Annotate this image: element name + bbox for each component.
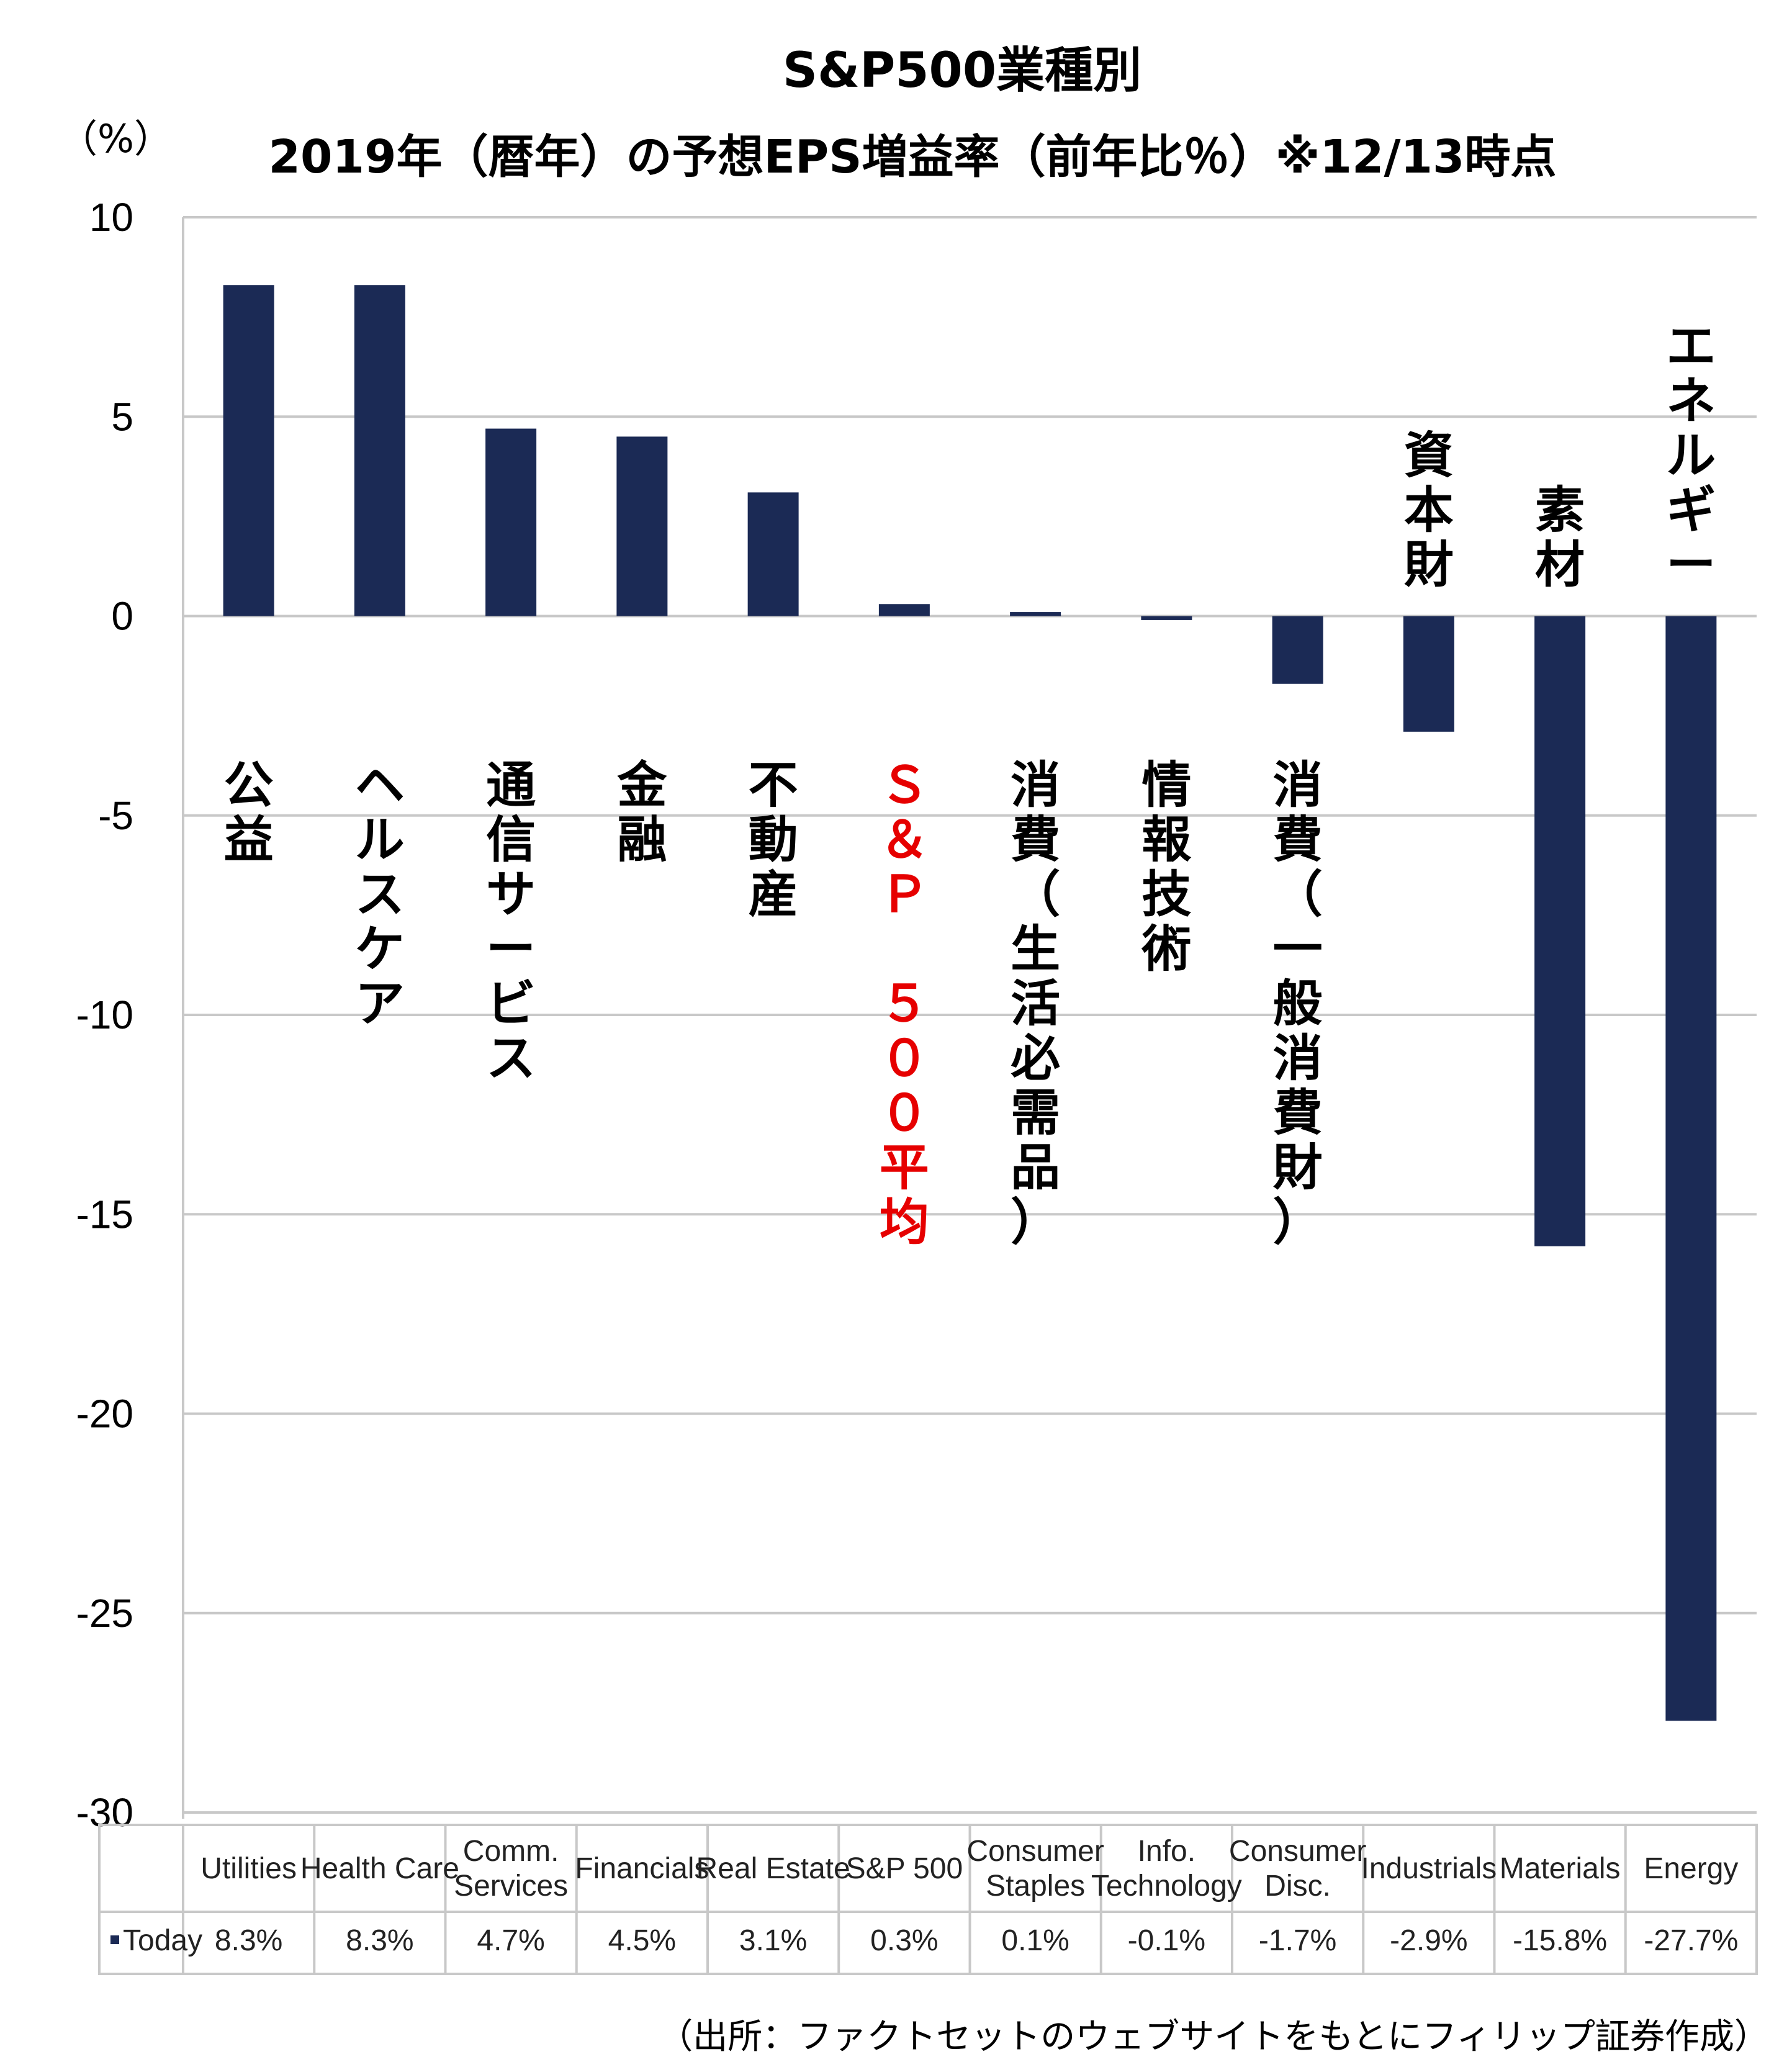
bars xyxy=(223,285,1717,1721)
value-label: -1.7% xyxy=(1259,1924,1336,1957)
value-label: -27.7% xyxy=(1644,1924,1738,1957)
y-tick-label: -15 xyxy=(76,1192,134,1236)
y-tick-label: -5 xyxy=(98,793,133,838)
legend-swatch xyxy=(110,1935,119,1944)
japanese-label: Ｓ＆Ｐ ５００平均 xyxy=(880,757,929,1251)
category-label: Energy xyxy=(1644,1852,1738,1885)
bar-real-estate xyxy=(747,492,799,616)
y-tick-label: 10 xyxy=(89,195,133,240)
value-label: 0.1% xyxy=(1001,1924,1069,1957)
value-label: -2.9% xyxy=(1390,1924,1467,1957)
y-tick-label: 0 xyxy=(111,594,133,639)
bar-comm-services xyxy=(485,428,537,616)
category-label: Real Estate xyxy=(696,1852,850,1885)
bar-consumer-staples xyxy=(1010,612,1061,616)
bar-s-p-500 xyxy=(878,604,930,616)
bar-materials xyxy=(1534,616,1586,1246)
series-label: Today xyxy=(123,1924,202,1957)
value-label: -15.8% xyxy=(1513,1924,1607,1957)
y-tick-label: -20 xyxy=(76,1392,134,1436)
bar-industrials xyxy=(1403,616,1454,732)
category-label: Industrials xyxy=(1361,1852,1497,1885)
bar-utilities xyxy=(223,285,274,616)
bar-consumer-disc- xyxy=(1272,616,1323,684)
japanese-label: 資本財 xyxy=(1404,427,1454,594)
category-label: Consumer Staples xyxy=(966,1835,1104,1903)
category-label: Info. Technology xyxy=(1091,1835,1242,1903)
japanese-label: 素材 xyxy=(1535,482,1585,594)
chart-title-line1: S&P500業種別 xyxy=(783,43,1141,99)
bar-health-care xyxy=(354,285,405,616)
value-label: 4.5% xyxy=(608,1924,676,1957)
japanese-label: 情報技術 xyxy=(1141,757,1191,978)
category-label: Comm. Services xyxy=(454,1835,568,1903)
value-label: 8.3% xyxy=(215,1924,282,1957)
category-label: S&P 500 xyxy=(846,1852,963,1885)
y-tick-label: 5 xyxy=(111,394,133,439)
y-tick-label: -10 xyxy=(76,993,134,1037)
y-tick-label: -30 xyxy=(76,1790,134,1835)
japanese-label: ヘルスケア xyxy=(355,757,405,1033)
category-label: Utilities xyxy=(200,1852,297,1885)
gridlines xyxy=(182,216,1757,1819)
category-label: Financials xyxy=(575,1852,709,1885)
japanese-label: 不動産 xyxy=(749,757,798,924)
source-note: （出所：ファクトセットのウェブサイトをもとにフィリップ証券作成） xyxy=(658,2017,1769,2057)
japanese-labels: 公益 ヘルスケア 通信サービス 金融 不動産 Ｓ＆Ｐ ５００平均 消費（生活必需品） 情報技術… xyxy=(224,318,1716,1251)
japanese-label: エネルギー xyxy=(1666,318,1716,594)
japanese-label: 通信サービス xyxy=(486,757,536,1088)
japanese-label: 消費（生活必需品） xyxy=(1011,757,1060,1251)
category-label: Consumer Disc. xyxy=(1229,1835,1366,1903)
category-label: Health Care xyxy=(300,1852,459,1885)
japanese-label: 公益 xyxy=(224,757,274,869)
bar-financials xyxy=(616,436,668,616)
value-label: 3.1% xyxy=(739,1924,807,1957)
value-label: 0.3% xyxy=(870,1924,938,1957)
bar-energy xyxy=(1665,616,1717,1721)
value-label: 8.3% xyxy=(346,1924,413,1957)
japanese-label: 消費（一般消費財） xyxy=(1273,757,1323,1251)
value-label: 4.7% xyxy=(477,1924,544,1957)
y-axis-unit-label: （%） xyxy=(59,116,173,161)
y-tick-label: -25 xyxy=(76,1591,134,1636)
y-axis-ticks: 10 5 0 -5 -10 -15 -20 -25 -30 xyxy=(76,195,134,1835)
value-label: -0.1% xyxy=(1128,1924,1205,1957)
chart-title-line2: 2019年（暦年）の予想EPS増益率（前年比％）※12/13時点 xyxy=(269,130,1557,184)
data-table: Today Utilities 8.3% Health Care 8.3% Comm. Se… xyxy=(98,1824,1758,1975)
category-label: Materials xyxy=(1500,1852,1621,1885)
japanese-label: 金融 xyxy=(616,757,667,869)
bar-info-technology xyxy=(1141,616,1192,620)
